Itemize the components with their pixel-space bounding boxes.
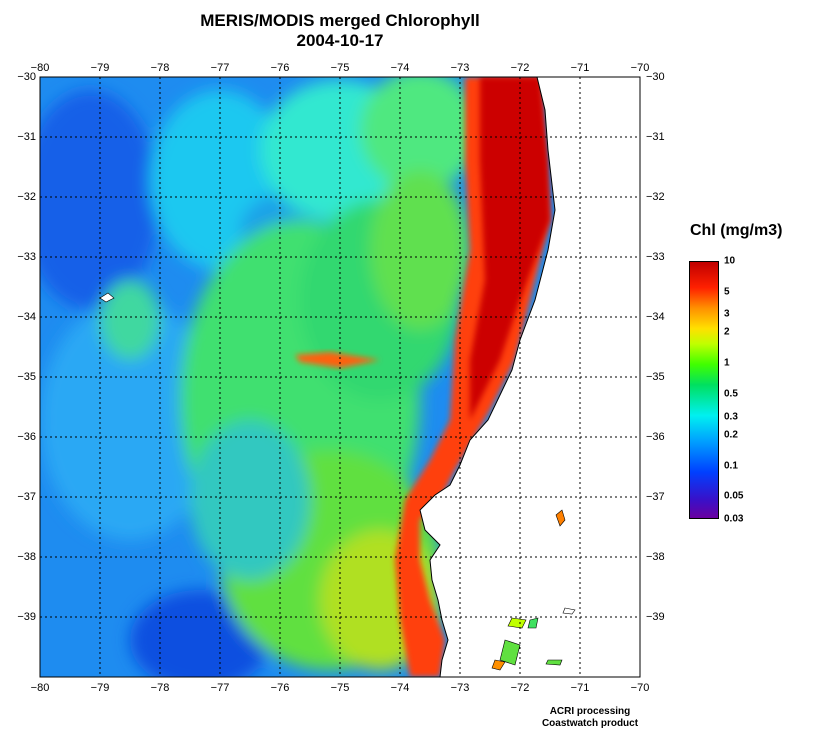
map-title: MERIS/MODIS merged Chlorophyll [200, 11, 480, 30]
colorbar-label: 10 [724, 255, 736, 267]
lat-tick-left: −30 [17, 71, 36, 83]
lon-tick-bottom: −74 [390, 682, 410, 694]
lon-tick-bottom: −75 [330, 682, 350, 694]
lat-tick-left: −32 [17, 191, 36, 203]
lat-tick-right: −32 [646, 191, 665, 203]
lon-tick-bottom: −71 [570, 682, 590, 694]
map-date: 2004-10-17 [296, 31, 384, 50]
lon-tick-top: −72 [510, 62, 530, 74]
lat-tick-left: −36 [17, 431, 36, 443]
lat-tick-right: −31 [646, 131, 665, 143]
lon-tick-bottom: −73 [450, 682, 470, 694]
colorbar-label: 0.1 [724, 460, 738, 472]
lon-tick-top: −79 [90, 62, 110, 74]
lat-tick-right: −35 [646, 371, 665, 383]
lon-tick-bottom: −78 [150, 682, 170, 694]
lon-tick-top: −80 [30, 62, 50, 74]
lat-tick-left: −31 [17, 131, 36, 143]
lon-tick-bottom: −77 [210, 682, 230, 694]
lon-tick-bottom: −76 [270, 682, 290, 694]
chlorophyll-field [40, 77, 640, 677]
colorbar-label: 1 [724, 357, 730, 369]
colorbar-label: 0.03 [724, 513, 744, 525]
lat-tick-right: −37 [646, 491, 665, 503]
lat-tick-right: −34 [646, 311, 665, 323]
colorbar-title: Chl (mg/m3) [690, 222, 783, 239]
lon-tick-top: −76 [270, 62, 290, 74]
lon-tick-top: −78 [150, 62, 170, 74]
colorbar-label: 5 [724, 286, 730, 298]
colorbar-label: 0.5 [724, 388, 738, 400]
lon-tick-bottom: −79 [90, 682, 110, 694]
lat-tick-left: −35 [17, 371, 36, 383]
lon-tick-top: −74 [390, 62, 410, 74]
colorbar-label: 3 [724, 308, 730, 320]
lon-tick-bottom: −70 [630, 682, 650, 694]
colorbar-label: 0.05 [724, 490, 744, 502]
lat-tick-left: −38 [17, 551, 36, 563]
lat-tick-right: −30 [646, 71, 665, 83]
colorbar-label: 0.3 [724, 411, 738, 423]
lat-tick-left: −37 [17, 491, 36, 503]
lat-tick-left: −34 [17, 311, 36, 323]
credit-processing: ACRI processing [549, 706, 631, 717]
lat-tick-right: −33 [646, 251, 665, 263]
lon-tick-bottom: −72 [510, 682, 530, 694]
credit-product: Coastwatch product [541, 718, 639, 729]
lat-tick-left: −39 [17, 611, 36, 623]
lon-tick-top: −73 [450, 62, 470, 74]
lon-tick-bottom: −80 [30, 682, 50, 694]
lon-tick-top: −70 [630, 62, 650, 74]
lat-tick-right: −36 [646, 431, 665, 443]
lon-tick-top: −77 [210, 62, 230, 74]
colorbar-label: 2 [724, 326, 730, 338]
lat-tick-left: −33 [17, 251, 36, 263]
lon-tick-top: −71 [570, 62, 590, 74]
map-gridlines [40, 77, 640, 677]
colorbar [689, 261, 719, 519]
lat-tick-right: −39 [646, 611, 665, 623]
lat-tick-right: −38 [646, 551, 665, 563]
lon-tick-top: −75 [330, 62, 350, 74]
colorbar-label: 0.2 [724, 429, 738, 441]
map-frame [39, 76, 641, 678]
